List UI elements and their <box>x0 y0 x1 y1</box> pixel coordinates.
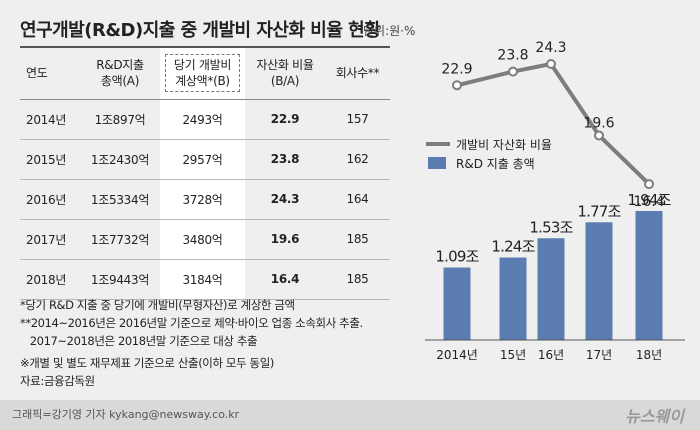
header-rnd-total: R&D지출 총액(A) <box>80 46 160 100</box>
line-point <box>452 80 462 91</box>
line-value-label: 23.8 <box>497 48 528 64</box>
x-tick-label: 18년 <box>636 348 662 362</box>
bar <box>443 267 471 340</box>
unit-label: 단위:원·% <box>363 24 416 38</box>
cell-dev-cost: 3184억 <box>160 259 245 300</box>
credit-text: 그래픽=강기영 기자 kykang@newsway.co.kr <box>12 408 240 421</box>
cell-year: 2015년 <box>20 139 80 180</box>
footnote: 2017~2018년은 2018년말 기준으로 대상 추출 <box>20 334 258 348</box>
cell-company-count: 185 <box>325 259 390 300</box>
line-value-label: 16.4 <box>633 194 664 210</box>
x-tick-label: 2014년 <box>436 348 478 362</box>
footnotes: *당기 R&D 지출 중 당기에 개발비(무형자산)로 계상한 금액 **201… <box>20 296 400 390</box>
header-dev-cost: 당기 개발비 계상액*(B) <box>160 46 245 100</box>
x-tick-label: 16년 <box>538 348 564 362</box>
cell-company-count: 185 <box>325 219 390 260</box>
cell-dev-cost: 2493억 <box>160 99 245 140</box>
cell-dev-cost: 3728억 <box>160 179 245 220</box>
cell-rnd-total: 1조897억 <box>80 99 160 140</box>
footnote: ※개별 및 별도 재무제표 기준으로 산출(이하 모두 동일) <box>20 356 274 370</box>
line-point <box>546 59 556 69</box>
cell-rnd-total: 1조7732억 <box>80 219 160 260</box>
table-row: 2014년 1조897억 2493억 22.9 157 <box>20 99 390 140</box>
cell-year: 2014년 <box>20 99 80 140</box>
cell-company-count: 164 <box>325 179 390 220</box>
bar-value-label: 1.09조 <box>435 248 479 266</box>
line-point <box>594 130 604 141</box>
cell-year: 2016년 <box>20 179 80 220</box>
cell-year: 2018년 <box>20 259 80 300</box>
cell-asset-ratio: 16.4 <box>245 259 325 300</box>
table-row: 2015년 1조2430억 2957억 23.8 162 <box>20 139 390 180</box>
cell-year: 2017년 <box>20 219 80 260</box>
bar <box>635 210 663 340</box>
line-value-label: 22.9 <box>441 61 472 77</box>
bar <box>499 257 527 340</box>
footnote: **2014~2016년은 2016년말 기준으로 제약·바이오 업종 소속회사… <box>20 316 363 330</box>
cell-asset-ratio: 23.8 <box>245 139 325 180</box>
cell-dev-cost: 3480억 <box>160 219 245 260</box>
cell-asset-ratio: 19.6 <box>245 219 325 260</box>
table-row: 2018년 1조9443억 3184억 16.4 185 <box>20 259 390 300</box>
cell-dev-cost: 2957억 <box>160 139 245 180</box>
x-tick-label: 15년 <box>500 348 526 362</box>
table-header-row: 연도 R&D지출 총액(A) 당기 개발비 계상액*(B) 자산화 비율 (B/… <box>20 46 390 100</box>
line-value-label: 24.3 <box>535 40 566 56</box>
table-row: 2016년 1조5334억 3728억 24.3 164 <box>20 179 390 220</box>
header-year: 연도 <box>20 46 80 100</box>
x-tick-label: 17년 <box>586 348 612 362</box>
cell-company-count: 157 <box>325 99 390 140</box>
brand-logo: 뉴스웨이 <box>625 407 684 426</box>
cell-asset-ratio: 24.3 <box>245 179 325 220</box>
cell-company-count: 162 <box>325 139 390 180</box>
cell-rnd-total: 1조2430억 <box>80 139 160 180</box>
cell-rnd-total: 1조9443억 <box>80 259 160 300</box>
line-point <box>644 179 654 190</box>
source-label: 자료:금융감독원 <box>20 374 95 388</box>
data-table: 연도 R&D지출 총액(A) 당기 개발비 계상액*(B) 자산화 비율 (B/… <box>20 46 390 300</box>
legend-bar-swatch <box>428 157 446 169</box>
bar <box>537 238 565 340</box>
cell-asset-ratio: 22.9 <box>245 99 325 140</box>
line-value-label: 19.6 <box>583 115 614 131</box>
legend-bar-label: R&D 지출 총액 <box>456 157 535 171</box>
chart-title: 연구개발(R&D)지출 중 개발비 자산화 비율 현황 <box>20 20 381 41</box>
table-row: 2017년 1조7732억 3480억 19.6 185 <box>20 219 390 260</box>
bar <box>585 222 613 340</box>
header-asset-ratio: 자산화 비율 (B/A) <box>245 46 325 100</box>
bar-value-label: 1.77조 <box>577 202 621 220</box>
line-point <box>508 66 518 77</box>
bar-value-label: 1.24조 <box>491 238 535 256</box>
footnote: *당기 R&D 지출 중 당기에 개발비(무형자산)로 계상한 금액 <box>20 298 295 312</box>
bar-value-label: 1.94조 <box>627 191 671 209</box>
legend-line-label: 개발비 자산화 비율 <box>456 138 552 152</box>
footer-bar: 그래픽=강기영 기자 kykang@newsway.co.kr 뉴스웨이 <box>0 400 700 430</box>
bar-value-label: 1.53조 <box>529 218 573 236</box>
header-company-count: 회사수** <box>325 46 390 100</box>
cell-rnd-total: 1조5334억 <box>80 179 160 220</box>
